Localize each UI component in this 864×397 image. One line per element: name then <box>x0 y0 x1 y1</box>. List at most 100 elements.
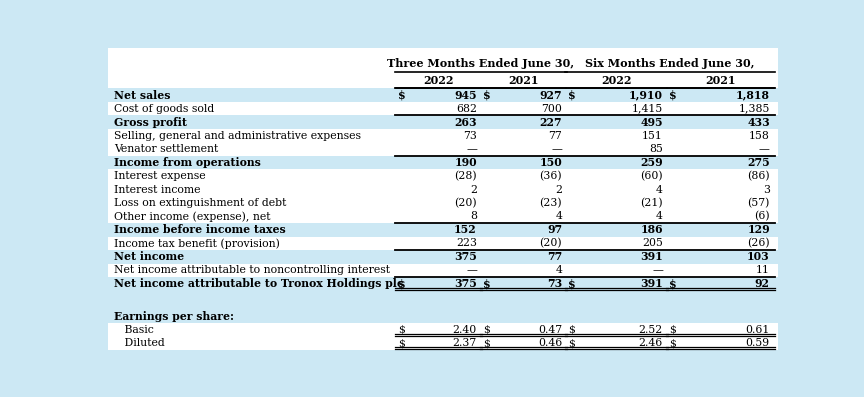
Text: (21): (21) <box>640 198 663 208</box>
Text: 4: 4 <box>556 212 562 222</box>
Text: 2.40: 2.40 <box>453 325 477 335</box>
Text: 495: 495 <box>640 117 663 128</box>
Text: (20): (20) <box>539 238 562 249</box>
Bar <box>108 223 778 237</box>
Text: Cost of goods sold: Cost of goods sold <box>114 104 214 114</box>
Text: 1,385: 1,385 <box>739 104 770 114</box>
Bar <box>108 277 778 291</box>
Text: Gross profit: Gross profit <box>114 117 187 128</box>
Text: (60): (60) <box>640 171 663 181</box>
Text: $: $ <box>397 278 405 289</box>
Text: (26): (26) <box>747 238 770 249</box>
Text: Selling, general and administrative expenses: Selling, general and administrative expe… <box>114 131 361 141</box>
Text: 151: 151 <box>642 131 663 141</box>
Text: 4: 4 <box>656 212 663 222</box>
Text: 205: 205 <box>642 239 663 249</box>
Text: 73: 73 <box>463 131 477 141</box>
Text: 77: 77 <box>547 251 562 262</box>
Text: Basic: Basic <box>114 325 154 335</box>
Text: 1,818: 1,818 <box>736 90 770 101</box>
Bar <box>108 196 778 210</box>
Text: 129: 129 <box>747 224 770 235</box>
Text: —: — <box>652 265 663 276</box>
Text: 927: 927 <box>539 90 562 101</box>
Bar <box>108 323 778 336</box>
Text: (36): (36) <box>539 171 562 181</box>
Text: 2022: 2022 <box>601 75 632 86</box>
Text: (6): (6) <box>754 211 770 222</box>
Text: (57): (57) <box>747 198 770 208</box>
Text: 0.59: 0.59 <box>746 338 770 348</box>
Text: 3: 3 <box>763 185 770 195</box>
Text: 2021: 2021 <box>705 75 735 86</box>
Text: $: $ <box>483 90 491 101</box>
Text: 97: 97 <box>547 224 562 235</box>
Text: 2.37: 2.37 <box>453 338 477 348</box>
Text: 8: 8 <box>470 212 477 222</box>
Bar <box>108 48 778 89</box>
Bar <box>108 116 778 129</box>
Text: —: — <box>466 265 477 276</box>
Text: 186: 186 <box>640 224 663 235</box>
Text: $: $ <box>669 325 676 335</box>
Text: (28): (28) <box>454 171 477 181</box>
Text: 103: 103 <box>747 251 770 262</box>
Text: Net income: Net income <box>114 251 184 262</box>
Text: 2021: 2021 <box>508 75 538 86</box>
Text: 4: 4 <box>656 185 663 195</box>
Text: —: — <box>466 144 477 154</box>
Text: 682: 682 <box>456 104 477 114</box>
Text: 158: 158 <box>749 131 770 141</box>
Bar <box>108 156 778 169</box>
Text: Interest income: Interest income <box>114 185 200 195</box>
Text: $: $ <box>669 338 676 348</box>
Text: Venator settlement: Venator settlement <box>114 144 219 154</box>
Text: Income from operations: Income from operations <box>114 157 261 168</box>
Text: 2: 2 <box>556 185 562 195</box>
Text: Interest expense: Interest expense <box>114 171 206 181</box>
Text: (86): (86) <box>747 171 770 181</box>
Text: 0.47: 0.47 <box>538 325 562 335</box>
Text: $: $ <box>569 338 575 348</box>
Text: $: $ <box>483 338 490 348</box>
Text: 945: 945 <box>454 90 477 101</box>
Bar <box>108 143 778 156</box>
Text: 2022: 2022 <box>422 75 454 86</box>
Text: 0.46: 0.46 <box>538 338 562 348</box>
Text: $: $ <box>569 90 576 101</box>
Bar <box>108 309 778 323</box>
Text: (20): (20) <box>454 198 477 208</box>
Text: $: $ <box>569 325 575 335</box>
Text: 263: 263 <box>454 117 477 128</box>
Text: —: — <box>759 144 770 154</box>
Text: 259: 259 <box>640 157 663 168</box>
Text: Net income attributable to Tronox Holdings plc: Net income attributable to Tronox Holdin… <box>114 278 403 289</box>
Bar <box>108 250 778 264</box>
Text: 85: 85 <box>649 144 663 154</box>
Text: $: $ <box>569 278 576 289</box>
Text: 2.46: 2.46 <box>638 338 663 348</box>
Text: 190: 190 <box>454 157 477 168</box>
Text: 2: 2 <box>470 185 477 195</box>
Text: 11: 11 <box>756 265 770 276</box>
Text: Six Months Ended June 30,: Six Months Ended June 30, <box>585 58 754 69</box>
Text: Income tax benefit (provision): Income tax benefit (provision) <box>114 238 280 249</box>
Text: $: $ <box>397 90 405 101</box>
Bar <box>108 336 778 350</box>
Text: 433: 433 <box>747 117 770 128</box>
Text: $: $ <box>397 325 404 335</box>
Bar <box>108 102 778 116</box>
Text: Other income (expense), net: Other income (expense), net <box>114 211 270 222</box>
Text: 375: 375 <box>454 278 477 289</box>
Text: $: $ <box>397 338 404 348</box>
Bar <box>108 210 778 223</box>
Text: Net sales: Net sales <box>114 90 171 101</box>
Text: 375: 375 <box>454 251 477 262</box>
Text: 73: 73 <box>547 278 562 289</box>
Bar <box>108 129 778 143</box>
Text: Earnings per share:: Earnings per share: <box>114 311 234 322</box>
Text: $: $ <box>483 278 491 289</box>
Text: Three Months Ended June 30,: Three Months Ended June 30, <box>387 58 575 69</box>
Text: 92: 92 <box>755 278 770 289</box>
Bar <box>108 183 778 196</box>
